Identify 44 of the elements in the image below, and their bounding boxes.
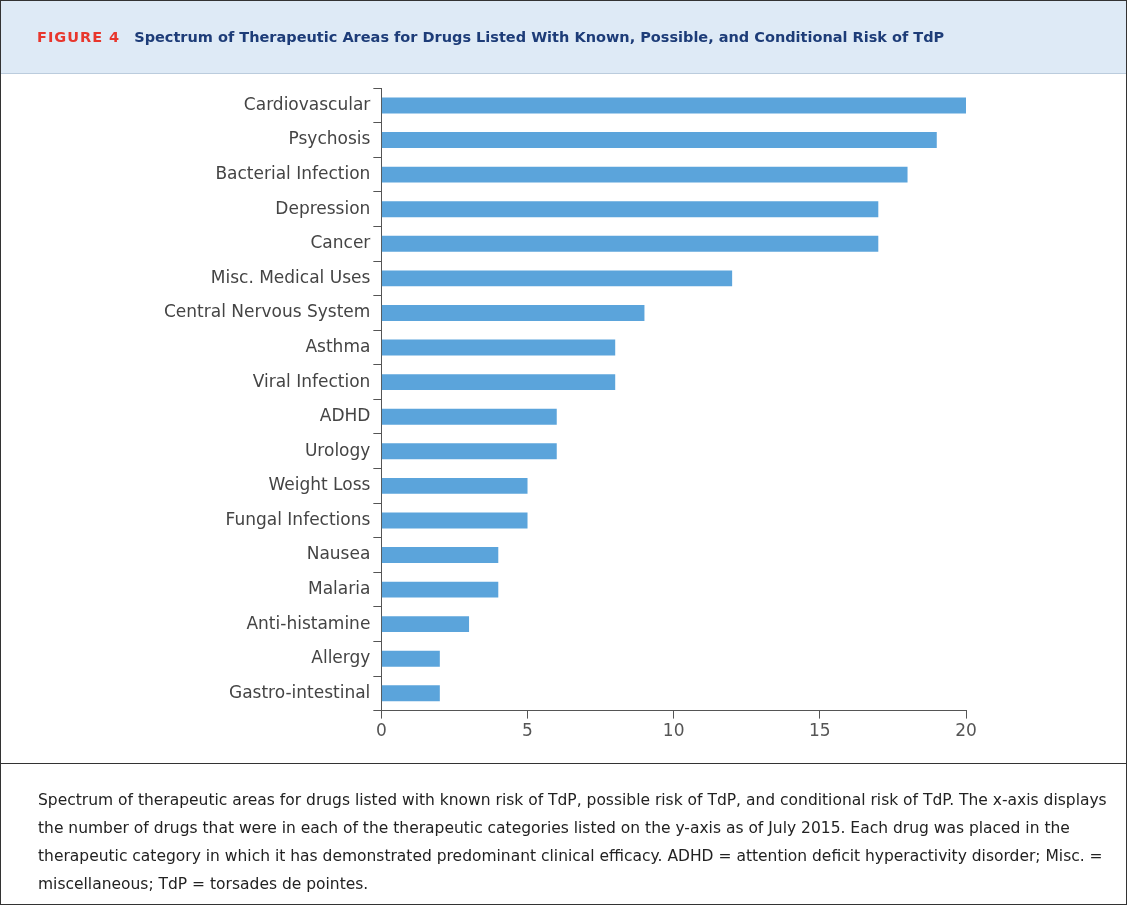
y-tick-label: Asthma [305, 335, 371, 356]
x-tick-label: 10 [662, 720, 685, 741]
bar [381, 305, 645, 321]
bar [381, 235, 879, 252]
x-tick-label: 20 [955, 720, 977, 741]
bar [381, 270, 733, 287]
bar [381, 408, 557, 425]
y-tick-label: Fungal Infections [225, 508, 371, 529]
bar [381, 374, 616, 391]
caption: FIGURE 4 [37, 29, 121, 45]
y-tick-label: Psychosis [288, 128, 371, 149]
y-tick-label: Malaria [308, 578, 371, 598]
y-tick-label: Central Nervous System [164, 301, 371, 322]
y-tick-label: Gastro-intestinal [228, 681, 371, 702]
bar [381, 166, 908, 183]
x-tick-label: 15 [809, 720, 831, 741]
bar [381, 685, 440, 702]
bar [381, 616, 470, 633]
bar [381, 512, 528, 529]
bar [381, 339, 616, 356]
bar [381, 547, 499, 563]
y-tick-label: Weight Loss [268, 474, 371, 495]
bar [381, 201, 879, 218]
y-tick-label: Urology [304, 439, 371, 460]
y-tick-label: Bacterial Infection [215, 163, 371, 184]
bar [381, 477, 528, 494]
y-tick-label: Cancer [310, 232, 371, 253]
y-tick-label: Allergy [311, 647, 371, 668]
y-tick-label: Misc. Medical Uses [210, 266, 371, 287]
y-tick-label: Depression [275, 197, 371, 218]
y-tick-label: Nausea [306, 543, 371, 564]
x-tick-label: 5 [522, 720, 533, 741]
chart-title: Spectrum of Therapeutic Areas for Drugs Listed With Known, Possible, and Conditional Risk of TdP [134, 29, 945, 45]
bar [381, 650, 440, 667]
bar [381, 443, 557, 460]
text: Spectrum of therapeutic areas for drugs listed with known risk of TdP, possible risk of TdP, and conditional risk of TdP. The x-axis displays the number of drugs that were in each of the therapeutic categories listed on the y-axis as of July 2015. Each drug was placed in the therapeutic category in which it has demonstrated predominant clinical efficacy. ADHD = attention deficit hyperactivity disorder; Misc. = miscellaneous; TdP = torsades de pointes. [1, 763, 1126, 898]
y-tick-label: Cardiovascular [243, 93, 371, 114]
bar [381, 581, 499, 598]
bar [381, 132, 937, 149]
y-tick-label: Anti-histamine [246, 612, 371, 633]
y-tick-label: Viral Infection [252, 370, 371, 391]
x-tick-label: 0 [375, 720, 387, 741]
bar [381, 97, 966, 114]
y-tick-label: ADHD [319, 405, 371, 426]
